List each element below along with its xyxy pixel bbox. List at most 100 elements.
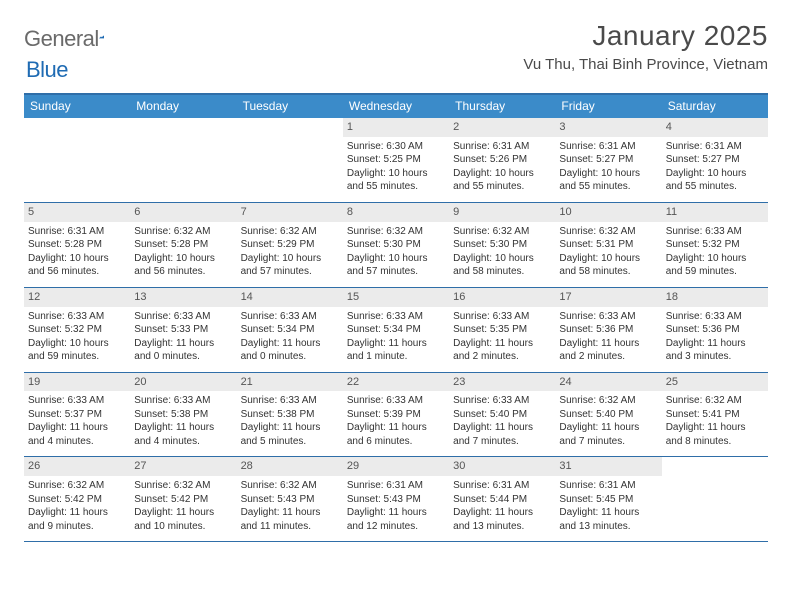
day-cell: 24Sunrise: 6:32 AMSunset: 5:40 PMDayligh… bbox=[555, 373, 661, 457]
day-number: 10 bbox=[555, 203, 661, 222]
day-number: 5 bbox=[24, 203, 130, 222]
day-number: 28 bbox=[237, 457, 343, 476]
empty-day-cell bbox=[130, 118, 236, 202]
location-text: Vu Thu, Thai Binh Province, Vietnam bbox=[523, 56, 768, 73]
day-number: 30 bbox=[449, 457, 555, 476]
daylight-line: Daylight: 10 hours and 55 minutes. bbox=[347, 167, 445, 194]
weekday-header: Tuesday bbox=[237, 95, 343, 118]
sunrise-line: Sunrise: 6:31 AM bbox=[559, 479, 657, 493]
day-number: 31 bbox=[555, 457, 661, 476]
sunset-line: Sunset: 5:43 PM bbox=[347, 493, 445, 507]
day-cell: 19Sunrise: 6:33 AMSunset: 5:37 PMDayligh… bbox=[24, 373, 130, 457]
weekday-header-row: SundayMondayTuesdayWednesdayThursdayFrid… bbox=[24, 95, 768, 118]
sunset-line: Sunset: 5:27 PM bbox=[559, 153, 657, 167]
day-number: 9 bbox=[449, 203, 555, 222]
day-cell: 13Sunrise: 6:33 AMSunset: 5:33 PMDayligh… bbox=[130, 288, 236, 372]
sunrise-line: Sunrise: 6:32 AM bbox=[347, 225, 445, 239]
sunset-line: Sunset: 5:25 PM bbox=[347, 153, 445, 167]
daylight-line: Daylight: 11 hours and 4 minutes. bbox=[134, 421, 232, 448]
day-cell: 22Sunrise: 6:33 AMSunset: 5:39 PMDayligh… bbox=[343, 373, 449, 457]
sunset-line: Sunset: 5:34 PM bbox=[241, 323, 339, 337]
day-cell: 18Sunrise: 6:33 AMSunset: 5:36 PMDayligh… bbox=[662, 288, 768, 372]
sunrise-line: Sunrise: 6:33 AM bbox=[453, 394, 551, 408]
sunrise-line: Sunrise: 6:31 AM bbox=[453, 479, 551, 493]
day-cell: 8Sunrise: 6:32 AMSunset: 5:30 PMDaylight… bbox=[343, 203, 449, 287]
sunset-line: Sunset: 5:39 PM bbox=[347, 408, 445, 422]
daylight-line: Daylight: 11 hours and 0 minutes. bbox=[134, 337, 232, 364]
sunset-line: Sunset: 5:36 PM bbox=[666, 323, 764, 337]
sunset-line: Sunset: 5:40 PM bbox=[559, 408, 657, 422]
sunset-line: Sunset: 5:27 PM bbox=[666, 153, 764, 167]
day-number: 19 bbox=[24, 373, 130, 392]
day-number: 1 bbox=[343, 118, 449, 137]
day-cell: 11Sunrise: 6:33 AMSunset: 5:32 PMDayligh… bbox=[662, 203, 768, 287]
sunrise-line: Sunrise: 6:32 AM bbox=[134, 479, 232, 493]
sunrise-line: Sunrise: 6:33 AM bbox=[28, 310, 126, 324]
sunrise-line: Sunrise: 6:31 AM bbox=[28, 225, 126, 239]
sunrise-line: Sunrise: 6:32 AM bbox=[28, 479, 126, 493]
sunrise-line: Sunrise: 6:31 AM bbox=[559, 140, 657, 154]
sunset-line: Sunset: 5:41 PM bbox=[666, 408, 764, 422]
day-cell: 1 Sunrise: 6:30 AMSunset: 5:25 PMDaylight… bbox=[343, 118, 449, 202]
daylight-line: Daylight: 11 hours and 10 minutes. bbox=[134, 506, 232, 533]
day-cell: 30Sunrise: 6:31 AMSunset: 5:44 PMDayligh… bbox=[449, 457, 555, 541]
day-number: 11 bbox=[662, 203, 768, 222]
daylight-line: Daylight: 10 hours and 56 minutes. bbox=[28, 252, 126, 279]
sunset-line: Sunset: 5:37 PM bbox=[28, 408, 126, 422]
daylight-line: Daylight: 11 hours and 7 minutes. bbox=[559, 421, 657, 448]
daylight-line: Daylight: 11 hours and 12 minutes. bbox=[347, 506, 445, 533]
daylight-line: Daylight: 11 hours and 5 minutes. bbox=[241, 421, 339, 448]
day-number: 4 bbox=[662, 118, 768, 137]
sunset-line: Sunset: 5:30 PM bbox=[347, 238, 445, 252]
daylight-line: Daylight: 10 hours and 57 minutes. bbox=[347, 252, 445, 279]
daylight-line: Daylight: 11 hours and 2 minutes. bbox=[559, 337, 657, 364]
day-number: 6 bbox=[130, 203, 236, 222]
daylight-line: Daylight: 11 hours and 13 minutes. bbox=[453, 506, 551, 533]
sunrise-line: Sunrise: 6:32 AM bbox=[241, 225, 339, 239]
week-row: 1Sunrise: 6:30 AMSunset: 5:25 PMDaylight… bbox=[24, 118, 768, 203]
daylight-line: Daylight: 10 hours and 55 minutes. bbox=[453, 167, 551, 194]
day-number: 24 bbox=[555, 373, 661, 392]
sunrise-line: Sunrise: 6:31 AM bbox=[666, 140, 764, 154]
weekday-header: Monday bbox=[130, 95, 236, 118]
sunrise-line: Sunrise: 6:31 AM bbox=[347, 479, 445, 493]
day-cell: 10Sunrise: 6:32 AMSunset: 5:31 PMDayligh… bbox=[555, 203, 661, 287]
page-container: General January 2025 Vu Thu, Thai Binh P… bbox=[0, 0, 792, 542]
daylight-line: Daylight: 11 hours and 13 minutes. bbox=[559, 506, 657, 533]
daylight-line: Daylight: 10 hours and 55 minutes. bbox=[559, 167, 657, 194]
sunset-line: Sunset: 5:38 PM bbox=[241, 408, 339, 422]
sunset-line: Sunset: 5:32 PM bbox=[666, 238, 764, 252]
day-number: 7 bbox=[237, 203, 343, 222]
day-cell: 9Sunrise: 6:32 AMSunset: 5:30 PMDaylight… bbox=[449, 203, 555, 287]
weekday-header: Wednesday bbox=[343, 95, 449, 118]
sunrise-line: Sunrise: 6:33 AM bbox=[559, 310, 657, 324]
day-number: 23 bbox=[449, 373, 555, 392]
day-number: 16 bbox=[449, 288, 555, 307]
day-number: 13 bbox=[130, 288, 236, 307]
day-number: 2 bbox=[449, 118, 555, 137]
daylight-line: Daylight: 10 hours and 59 minutes. bbox=[666, 252, 764, 279]
sunrise-line: Sunrise: 6:32 AM bbox=[559, 225, 657, 239]
empty-day-cell bbox=[24, 118, 130, 202]
sunrise-line: Sunrise: 6:33 AM bbox=[241, 394, 339, 408]
weekday-header: Sunday bbox=[24, 95, 130, 118]
daylight-line: Daylight: 10 hours and 57 minutes. bbox=[241, 252, 339, 279]
sunrise-line: Sunrise: 6:33 AM bbox=[134, 394, 232, 408]
sunrise-line: Sunrise: 6:33 AM bbox=[347, 394, 445, 408]
title-block: January 2025 Vu Thu, Thai Binh Province,… bbox=[523, 20, 768, 73]
day-number: 15 bbox=[343, 288, 449, 307]
day-number: 20 bbox=[130, 373, 236, 392]
sunrise-line: Sunrise: 6:30 AM bbox=[347, 140, 445, 154]
day-number: 17 bbox=[555, 288, 661, 307]
day-cell: 31Sunrise: 6:31 AMSunset: 5:45 PMDayligh… bbox=[555, 457, 661, 541]
day-cell: 25Sunrise: 6:32 AMSunset: 5:41 PMDayligh… bbox=[662, 373, 768, 457]
day-number: 22 bbox=[343, 373, 449, 392]
day-cell: 5Sunrise: 6:31 AMSunset: 5:28 PMDaylight… bbox=[24, 203, 130, 287]
weeks-container: 1Sunrise: 6:30 AMSunset: 5:25 PMDaylight… bbox=[24, 118, 768, 542]
empty-day-cell bbox=[662, 457, 768, 541]
sunset-line: Sunset: 5:26 PM bbox=[453, 153, 551, 167]
brand-mark-icon bbox=[99, 28, 104, 46]
sunset-line: Sunset: 5:36 PM bbox=[559, 323, 657, 337]
day-cell: 2Sunrise: 6:31 AMSunset: 5:26 PMDaylight… bbox=[449, 118, 555, 202]
sunset-line: Sunset: 5:33 PM bbox=[134, 323, 232, 337]
